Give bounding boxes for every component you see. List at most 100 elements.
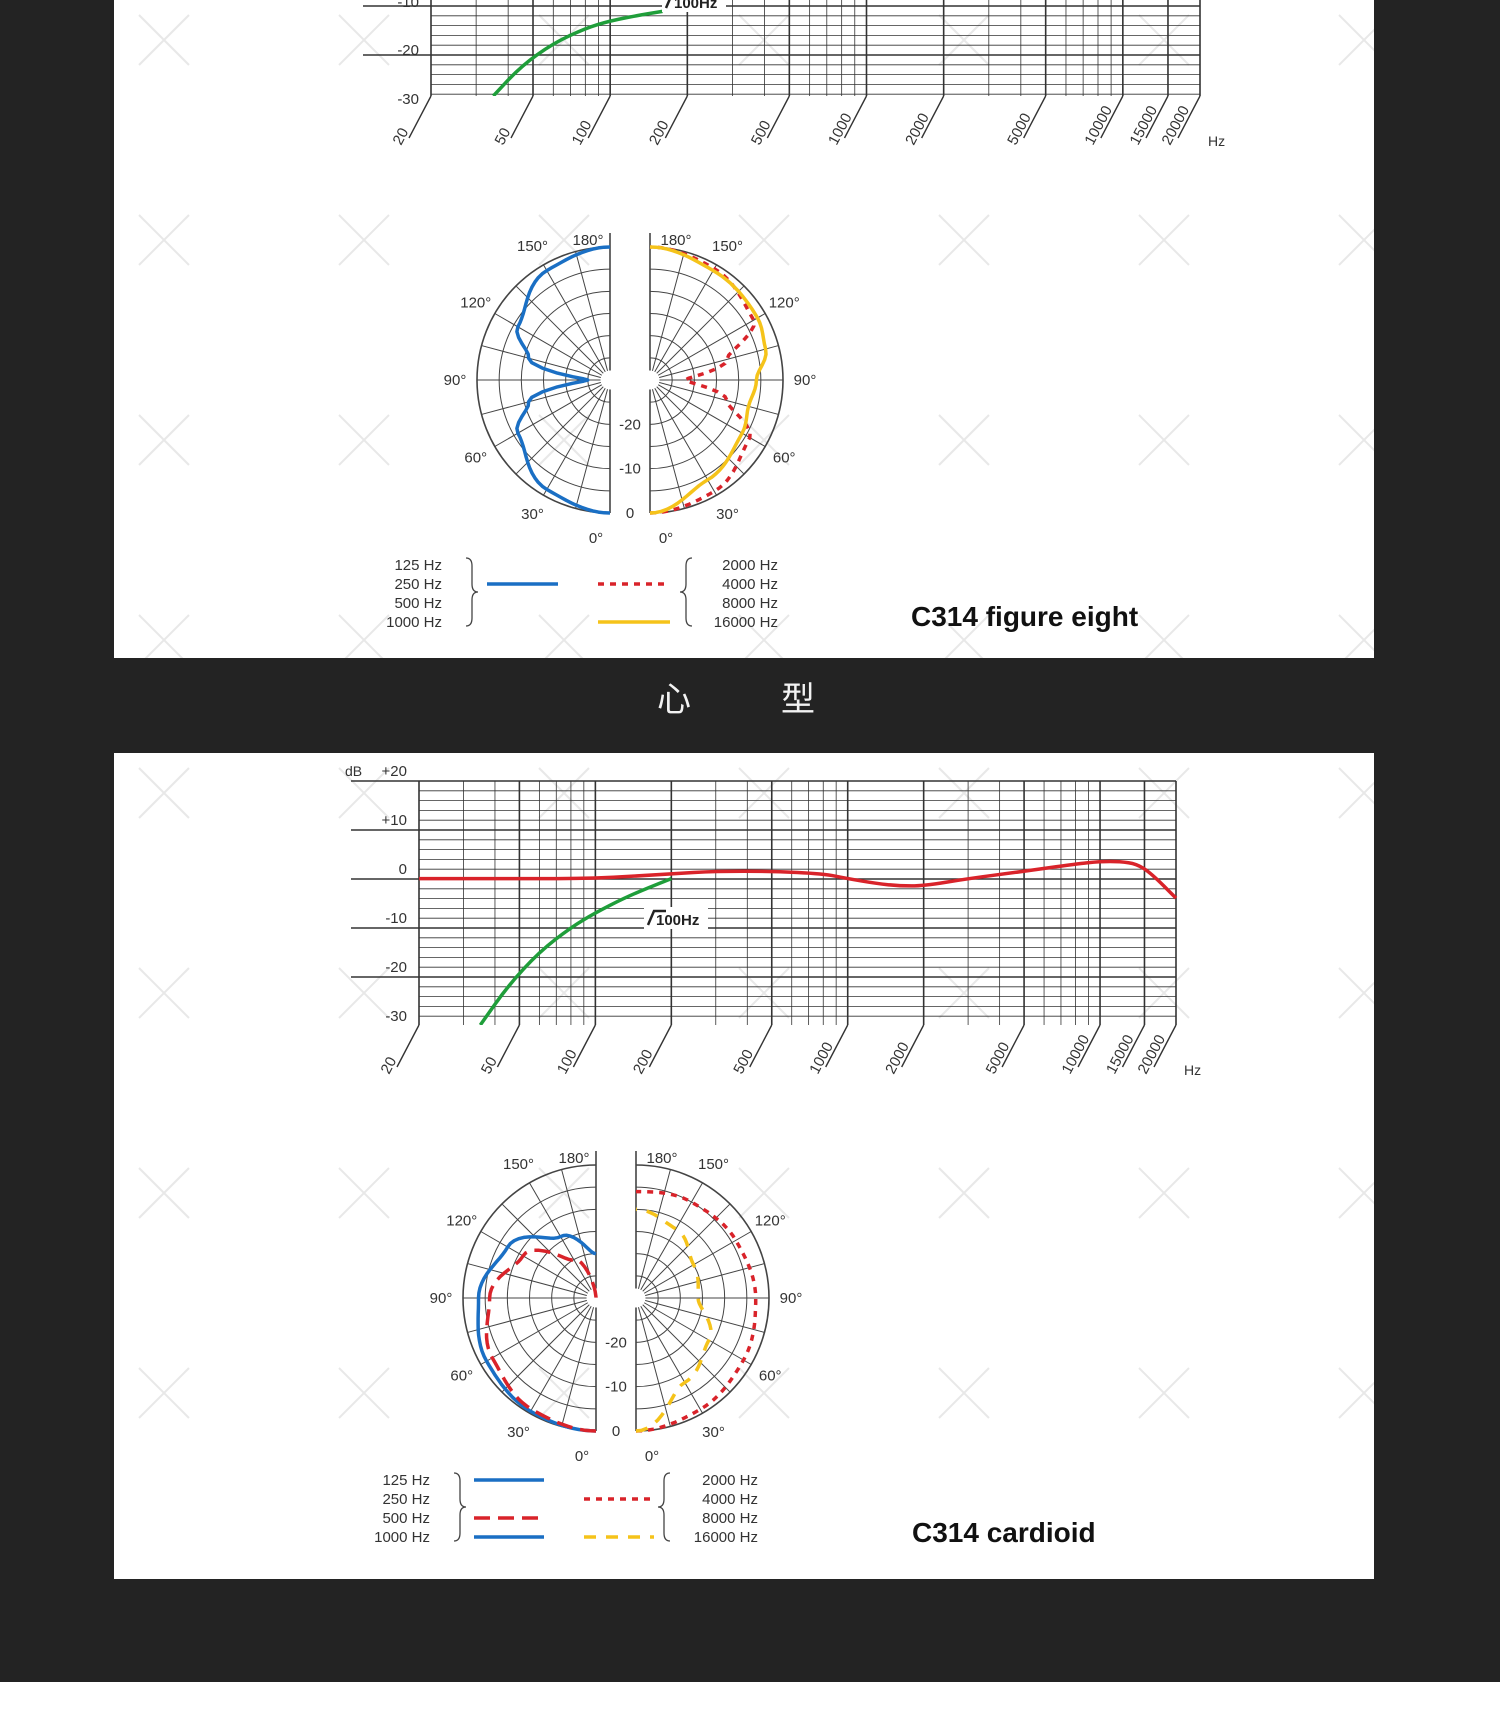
radial-label-bg bbox=[614, 503, 646, 523]
chart-title: C314 figure eight bbox=[911, 601, 1138, 632]
watermark-mark bbox=[338, 614, 390, 658]
watermark-mark bbox=[138, 214, 190, 266]
annotation-background bbox=[662, 0, 726, 12]
x-tick-stub bbox=[1023, 95, 1047, 139]
x-tick-label: 2000 bbox=[882, 1039, 913, 1076]
radial-label: -10 bbox=[605, 1379, 627, 1396]
x-tick-label: 20 bbox=[390, 125, 413, 148]
angle-label-left: 0° bbox=[589, 530, 603, 547]
x-tick-label: 20 bbox=[378, 1054, 401, 1077]
series-group bbox=[492, 9, 663, 96]
polar-series-curve bbox=[484, 1248, 598, 1433]
x-tick-label: 5000 bbox=[983, 1039, 1014, 1076]
angle-label-right: 180° bbox=[646, 1150, 677, 1167]
radial-label: -10 bbox=[619, 461, 641, 478]
angle-label-left: 0° bbox=[575, 1448, 589, 1465]
polar-chart: 180° 150° 120° 90° 60° 30° 0° 180° 150° 120° 90° 60… bbox=[386, 232, 1138, 632]
watermark-mark bbox=[938, 614, 990, 658]
angle-label-right: 90° bbox=[780, 1290, 803, 1307]
radial-label: 0 bbox=[626, 505, 634, 522]
x-tick-stub bbox=[648, 1024, 672, 1068]
x-tick-label: 50 bbox=[478, 1054, 501, 1077]
x-tick-label: 10000 bbox=[1081, 103, 1116, 148]
watermark-mark bbox=[138, 767, 190, 819]
x-tick-stub bbox=[749, 1024, 773, 1068]
legend-label-left: 1000 Hz bbox=[374, 1529, 430, 1546]
polar-series-curve bbox=[476, 1233, 597, 1433]
watermark-mark bbox=[1138, 967, 1190, 1019]
y-tick-label: +20 bbox=[382, 763, 407, 780]
x-tick-label: 1000 bbox=[806, 1039, 837, 1076]
watermark-mark bbox=[1138, 214, 1190, 266]
legend-label-right: 16000 Hz bbox=[714, 614, 778, 631]
angle-label-right: 60° bbox=[759, 1368, 782, 1385]
angle-label-right: 0° bbox=[659, 530, 673, 547]
angle-label-right: 60° bbox=[773, 450, 796, 467]
legend-label-left: 250 Hz bbox=[394, 576, 442, 593]
polar-spoke bbox=[649, 313, 766, 381]
watermark-mark bbox=[938, 767, 990, 819]
legend-label-right: 2000 Hz bbox=[722, 557, 778, 574]
polar-spoke bbox=[481, 379, 611, 415]
angle-label-right: 0° bbox=[645, 1448, 659, 1465]
x-axis-unit: Hz bbox=[1208, 133, 1225, 149]
polar-spoke bbox=[481, 345, 611, 381]
angle-label-left: 30° bbox=[521, 506, 544, 523]
polar-legend: 125 Hz 250 Hz 500 Hz 1000 Hz 2000 Hz 4000 Hz 8… bbox=[386, 557, 778, 631]
watermark-mark bbox=[538, 614, 590, 658]
watermark-mark bbox=[1138, 414, 1190, 466]
watermark-mark bbox=[1338, 967, 1374, 1019]
annotation-label: 100Hz bbox=[674, 0, 717, 12]
watermark-mark bbox=[938, 414, 990, 466]
legend-label-right: 4000 Hz bbox=[722, 576, 778, 593]
radial-label: 0 bbox=[612, 1423, 620, 1440]
annotation-100hz: 100Hz bbox=[644, 907, 708, 929]
legend-label-left: 1000 Hz bbox=[386, 614, 442, 631]
y-tick-label: +10 bbox=[382, 812, 407, 829]
angle-label-left: 180° bbox=[572, 232, 603, 249]
x-tick-label: 200 bbox=[646, 118, 673, 148]
angle-label-right: 120° bbox=[755, 1213, 786, 1230]
y-axis-unit: dB bbox=[345, 763, 362, 779]
y-tick-label: -30 bbox=[397, 91, 419, 108]
frequency-chart: 20 50 100 200 500 1000 2000 5000 10000 1500020000… bbox=[363, 0, 1225, 149]
y-tick-label: -30 bbox=[385, 1008, 407, 1025]
watermark-mark bbox=[338, 1167, 390, 1219]
watermark-pattern bbox=[138, 14, 1374, 658]
annotation-100hz: 100Hz bbox=[662, 0, 726, 12]
legend-brace-left bbox=[465, 557, 479, 627]
polar-spoke bbox=[635, 1297, 703, 1414]
angle-label-left: 120° bbox=[460, 295, 491, 312]
annotation-label: 100Hz bbox=[656, 912, 699, 929]
x-tick-label: 500 bbox=[730, 1047, 757, 1077]
x-tick-stub bbox=[1153, 1024, 1177, 1068]
y-tick-label: -20 bbox=[385, 959, 407, 976]
x-tick-label: 5000 bbox=[1004, 110, 1035, 147]
watermark-mark bbox=[338, 967, 390, 1019]
polar-spoke bbox=[494, 313, 611, 381]
x-tick-label: 500 bbox=[748, 118, 775, 148]
polar-spoke bbox=[515, 285, 611, 381]
x-tick-stub bbox=[766, 95, 790, 139]
x-tick-stub bbox=[587, 95, 611, 139]
y-tick-label: 0 bbox=[399, 861, 407, 878]
polar-spoke bbox=[635, 1263, 765, 1299]
polar-spoke bbox=[635, 1297, 731, 1393]
legend-label-right: 8000 Hz bbox=[722, 595, 778, 612]
polar-spoke bbox=[635, 1297, 765, 1333]
polar-spoke bbox=[649, 379, 766, 447]
polar-spoke bbox=[543, 264, 611, 381]
watermark-mark bbox=[138, 14, 190, 66]
series-group bbox=[418, 859, 1178, 1025]
watermark-mark bbox=[538, 767, 590, 819]
polar-chart: 180° 150° 120° 90° 60° 30° 0° 180° 150° 120° 90° 60… bbox=[374, 1150, 1096, 1548]
angle-label-right: 180° bbox=[660, 232, 691, 249]
watermark-mark bbox=[738, 614, 790, 658]
watermark-mark bbox=[1338, 1167, 1374, 1219]
x-tick-label: 50 bbox=[492, 125, 515, 148]
response-curve bbox=[418, 859, 1178, 900]
figure-eight-charts: 20 50 100 200 500 1000 2000 5000 10000 1500020000… bbox=[138, 0, 1374, 658]
polar-spoke bbox=[649, 379, 779, 415]
watermark-mark bbox=[1338, 414, 1374, 466]
angle-label-left: 60° bbox=[450, 1368, 473, 1385]
